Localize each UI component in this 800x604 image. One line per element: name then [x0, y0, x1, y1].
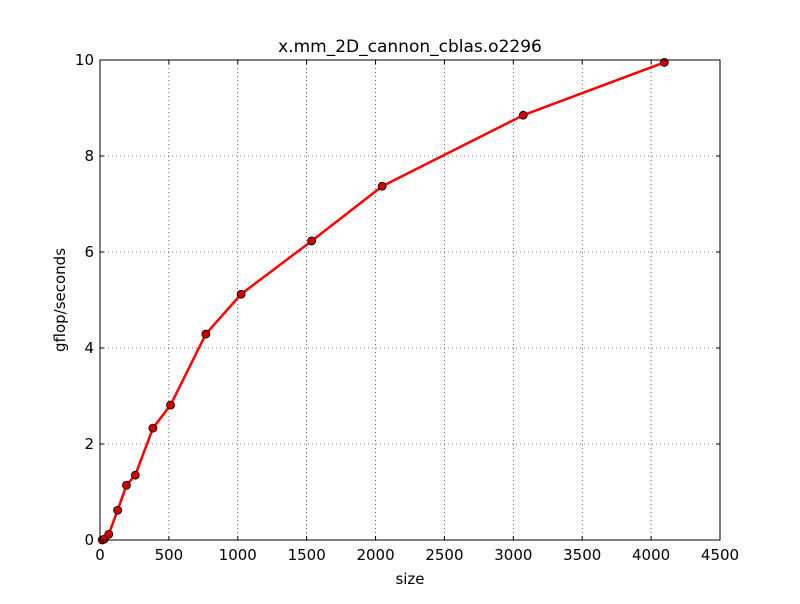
grid	[100, 60, 720, 540]
data-point	[307, 236, 317, 246]
y-tick-label: 2	[84, 435, 94, 453]
data-point	[377, 181, 387, 191]
chart-title: x.mm_2D_cannon_cblas.o2296	[278, 37, 542, 57]
data-point	[518, 110, 528, 120]
data-point	[113, 505, 123, 515]
data-point	[148, 423, 158, 433]
data-point	[130, 470, 140, 480]
y-tick-label: 8	[84, 147, 94, 165]
plot-background	[100, 60, 720, 540]
data-point	[104, 529, 114, 539]
y-axis-label: gflop/seconds	[51, 248, 69, 352]
x-tick-label: 0	[95, 546, 105, 564]
x-tick-label: 2000	[356, 546, 394, 564]
data-point	[122, 480, 131, 490]
plot-frame	[99, 59, 721, 541]
data-point	[201, 329, 211, 339]
data-point	[236, 289, 246, 299]
x-tick-label: 3000	[494, 546, 532, 564]
x-tick-label: 4500	[701, 546, 739, 564]
x-axis-label: size	[395, 570, 424, 588]
x-tick-label: 1500	[288, 546, 326, 564]
x-tick-label: 4000	[632, 546, 670, 564]
data-point	[166, 400, 175, 410]
x-tick-label: 1000	[219, 546, 257, 564]
y-tick-label: 0	[84, 531, 94, 549]
x-tick-label: 2500	[425, 546, 463, 564]
y-tick-label: 10	[75, 51, 94, 69]
x-tick-label: 500	[155, 546, 184, 564]
ticks: 0 500 1000 1500 2000 2500 3000 3500 4000 4500 0 2 4 6…	[75, 51, 739, 564]
y-tick-label: 6	[84, 243, 94, 261]
x-tick-label: 3500	[563, 546, 601, 564]
y-tick-label: 4	[84, 339, 94, 357]
